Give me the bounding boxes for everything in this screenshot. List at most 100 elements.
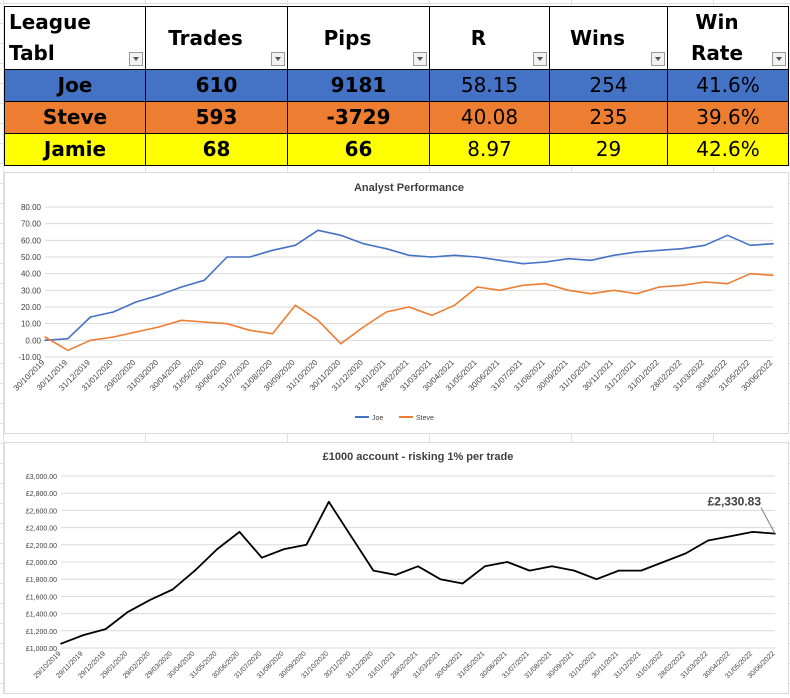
data-point <box>385 311 388 313</box>
account-chart[interactable]: £1000 account - risking 1% per trade £1,0… <box>4 442 789 694</box>
cell-pips[interactable]: 66 <box>287 133 430 166</box>
data-point <box>506 561 509 563</box>
header-label: Win Rate <box>690 10 744 65</box>
annotation-leader <box>760 507 776 534</box>
y-tick-label: 70.00 <box>21 220 42 229</box>
data-point <box>158 294 160 297</box>
cell-r[interactable]: 40.08 <box>429 101 550 134</box>
data-point <box>294 244 297 247</box>
legend-label: Joe <box>372 415 383 422</box>
filter-dropdown-icon[interactable] <box>533 52 547 66</box>
data-point <box>203 279 206 282</box>
header-win-rate: Win Rate <box>667 6 789 70</box>
y-tick-label: 60.00 <box>21 236 42 245</box>
cell-wins[interactable]: 235 <box>549 101 668 134</box>
header-wins: Wins <box>549 6 668 70</box>
data-point <box>685 552 687 555</box>
data-point <box>317 229 319 232</box>
data-point <box>613 254 615 257</box>
analyst-performance-chart[interactable]: Analyst Performance -10.00 0.00 10.00 20.00 3… <box>4 172 789 434</box>
data-point <box>394 574 397 576</box>
data-point <box>385 247 388 250</box>
filter-dropdown-icon[interactable] <box>271 52 285 66</box>
data-point <box>726 282 729 285</box>
cell-name[interactable]: Joe <box>4 69 146 102</box>
cell-pips[interactable]: 9181 <box>287 69 430 102</box>
data-point <box>544 261 547 263</box>
data-point <box>67 349 69 352</box>
data-point <box>595 578 598 580</box>
data-point <box>249 256 251 258</box>
data-point <box>226 322 228 325</box>
data-point <box>658 286 661 288</box>
cell-win-rate[interactable]: 39.6% <box>667 101 789 134</box>
league-table: League Tabl Trades Pips R Wins Win Rate Joe 61… <box>4 6 789 166</box>
y-tick-label: £3,000.00 <box>26 474 57 481</box>
y-tick-label: 10.00 <box>21 320 42 329</box>
data-point <box>82 634 85 636</box>
cell-name[interactable]: Jamie <box>4 133 146 166</box>
data-point <box>499 259 501 262</box>
data-point <box>544 282 547 285</box>
filter-dropdown-icon[interactable] <box>772 52 786 66</box>
data-point <box>67 337 69 340</box>
cell-trades[interactable]: 68 <box>145 133 288 166</box>
data-point <box>635 292 638 295</box>
cell-wins[interactable]: 29 <box>549 133 668 166</box>
header-label: Trades <box>168 25 243 50</box>
data-point <box>618 569 620 572</box>
filter-dropdown-icon[interactable] <box>129 52 143 66</box>
data-point <box>431 314 433 317</box>
data-point <box>551 565 553 568</box>
y-tick-label: £1,600.00 <box>26 594 57 601</box>
annotation-label: £2,330.83 <box>708 495 762 509</box>
y-tick-label: £2,200.00 <box>26 543 57 550</box>
cell-trades[interactable]: 593 <box>145 101 288 134</box>
header-label: Pips <box>323 25 372 50</box>
y-tick-label: 0.00 <box>25 336 41 345</box>
filter-dropdown-icon[interactable] <box>651 52 665 66</box>
data-point <box>135 331 137 333</box>
data-point <box>226 256 228 258</box>
data-point <box>180 286 183 288</box>
data-point <box>216 548 218 550</box>
data-point <box>590 292 592 295</box>
filter-dropdown-icon[interactable] <box>413 52 427 66</box>
data-point <box>704 244 706 247</box>
y-tick-label: -10.00 <box>18 353 41 362</box>
data-point <box>476 286 479 288</box>
cell-trades[interactable]: 610 <box>145 69 288 102</box>
account-svg: £1000 account - risking 1% per trade £1,0… <box>26 451 777 680</box>
data-point <box>729 535 732 537</box>
legend-label: Steve <box>416 415 434 422</box>
chart-title: Analyst Performance <box>354 182 464 194</box>
data-point <box>317 319 319 322</box>
header-r: R <box>429 6 550 70</box>
data-point <box>203 321 206 323</box>
cell-r[interactable]: 8.97 <box>429 133 550 166</box>
y-tick-label: £2,600.00 <box>26 508 57 515</box>
data-point <box>112 311 115 313</box>
data-point <box>484 565 486 568</box>
cell-win-rate[interactable]: 42.6% <box>667 133 789 166</box>
data-point <box>127 611 129 613</box>
cell-name[interactable]: Steve <box>4 101 146 134</box>
y-tick-label: £2,800.00 <box>26 491 57 498</box>
data-point <box>350 535 352 537</box>
data-point <box>249 329 251 332</box>
y-tick-label: £1,800.00 <box>26 577 57 584</box>
data-point <box>704 281 706 283</box>
data-point <box>372 569 375 572</box>
cell-win-rate[interactable]: 41.6% <box>667 69 789 102</box>
data-point <box>44 336 46 338</box>
y-tick-label: £1,000.00 <box>26 646 57 653</box>
cell-pips[interactable]: -3729 <box>287 101 430 134</box>
data-point <box>44 339 46 342</box>
cell-wins[interactable]: 254 <box>549 69 668 102</box>
data-point <box>112 336 115 338</box>
cell-r[interactable]: 58.15 <box>429 69 550 102</box>
data-point <box>340 234 342 237</box>
data-point <box>408 306 410 308</box>
data-point <box>640 569 642 572</box>
table-row: Jamie 68 66 8.97 29 42.6% <box>4 133 789 166</box>
